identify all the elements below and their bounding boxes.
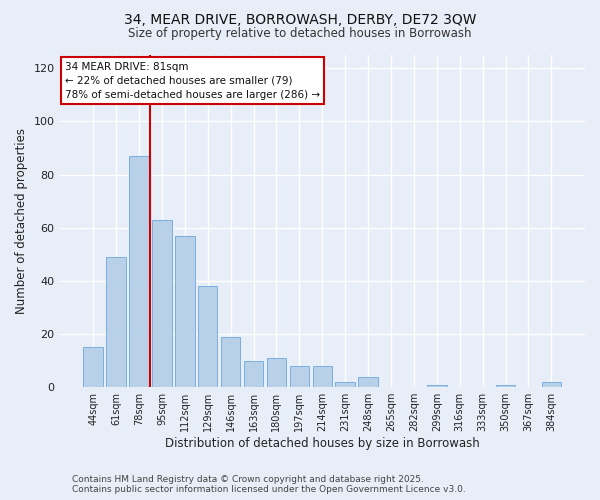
Bar [244,360,263,387]
Bar [358,376,378,387]
Bar [175,236,194,387]
Text: 34 MEAR DRIVE: 81sqm
← 22% of detached houses are smaller (79)
78% of semi-detac: 34 MEAR DRIVE: 81sqm ← 22% of detached h… [65,62,320,100]
Text: Contains HM Land Registry data © Crown copyright and database right 2025.: Contains HM Land Registry data © Crown c… [72,475,424,484]
Bar [427,384,446,387]
Bar [542,382,561,387]
Bar [313,366,332,387]
Bar [496,384,515,387]
Bar [221,336,241,387]
X-axis label: Distribution of detached houses by size in Borrowash: Distribution of detached houses by size … [165,437,479,450]
Bar [83,348,103,387]
Bar [152,220,172,387]
Bar [106,257,126,387]
Bar [267,358,286,387]
Bar [198,286,217,387]
Bar [335,382,355,387]
Bar [129,156,149,387]
Text: Size of property relative to detached houses in Borrowash: Size of property relative to detached ho… [128,28,472,40]
Bar [290,366,309,387]
Y-axis label: Number of detached properties: Number of detached properties [15,128,28,314]
Text: 34, MEAR DRIVE, BORROWASH, DERBY, DE72 3QW: 34, MEAR DRIVE, BORROWASH, DERBY, DE72 3… [124,12,476,26]
Text: Contains public sector information licensed under the Open Government Licence v3: Contains public sector information licen… [72,485,466,494]
